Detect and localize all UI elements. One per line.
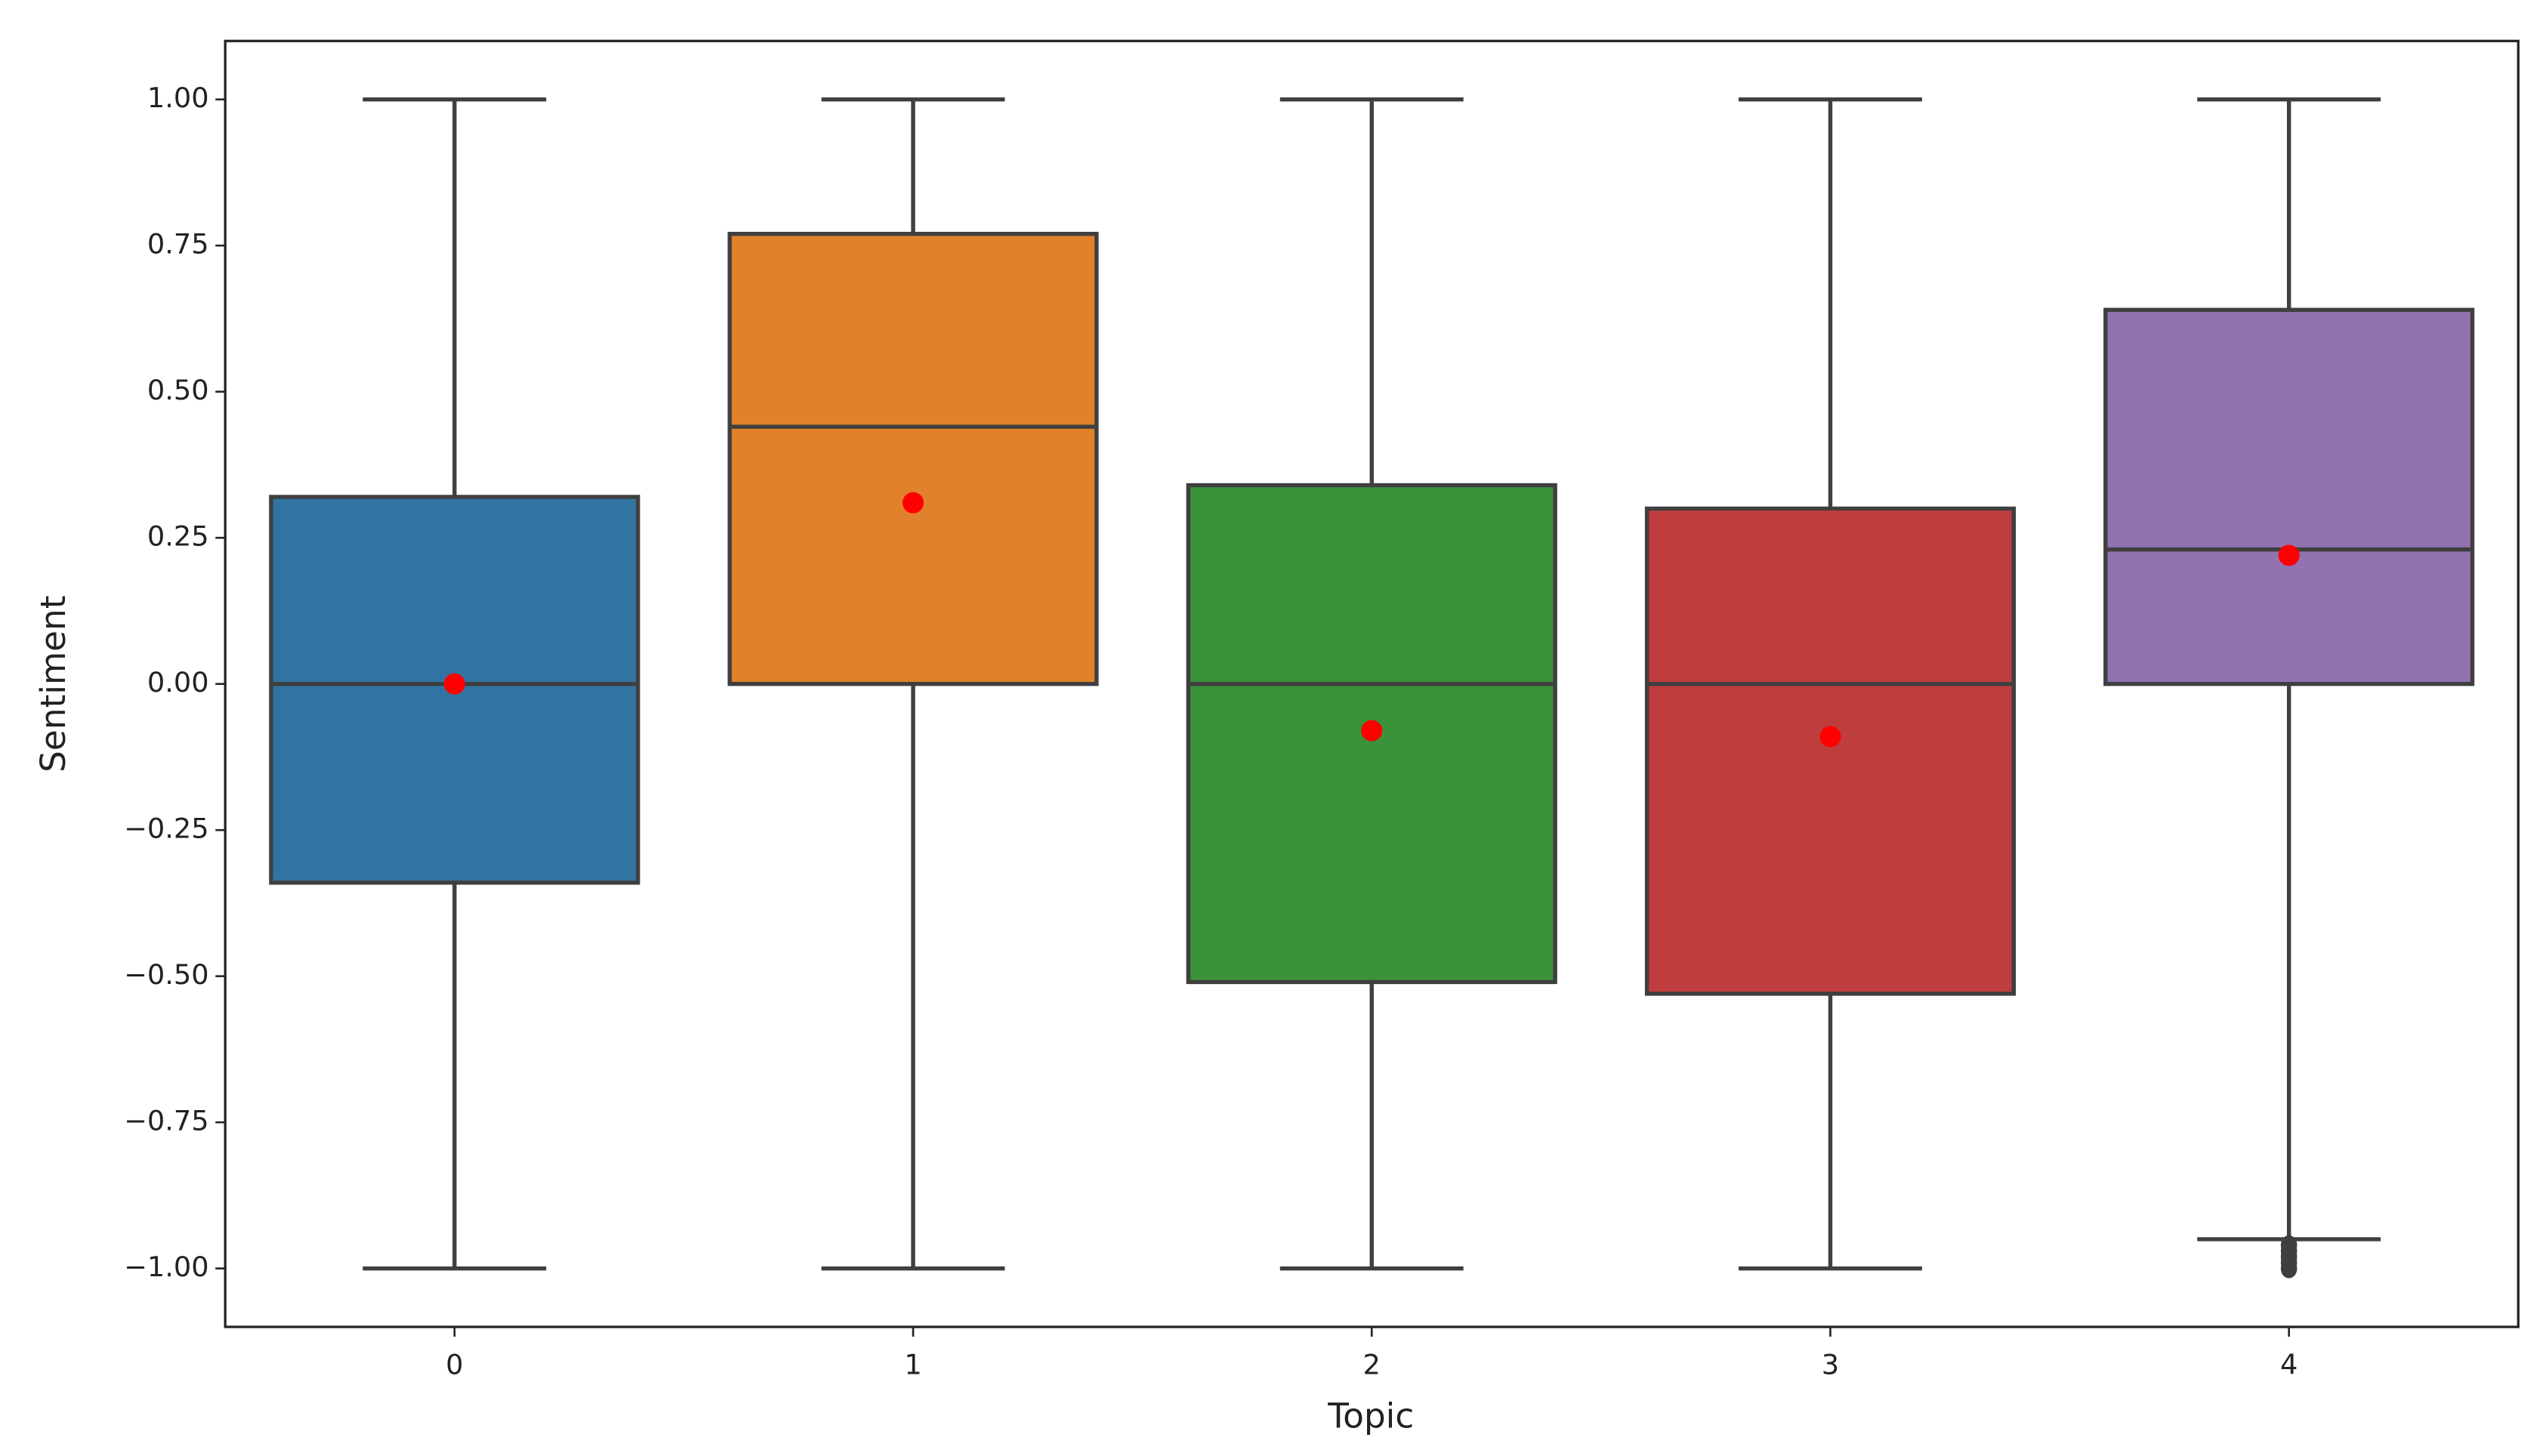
y-tick-label: −1.00 (124, 1251, 209, 1283)
x-tick-label: 2 (1363, 1348, 1381, 1380)
y-tick-label: 0.50 (147, 374, 209, 406)
x-axis-label: Topic (1327, 1396, 1414, 1436)
y-tick-label: 1.00 (147, 82, 209, 114)
y-tick-label: 0.75 (147, 228, 209, 261)
y-tick-label: −0.50 (124, 958, 209, 991)
y-tick-label: 0.00 (147, 666, 209, 699)
y-tick-label: −0.25 (124, 813, 209, 845)
x-tick-label: 0 (446, 1348, 463, 1380)
box (727, 231, 1099, 686)
mean-marker (902, 492, 924, 514)
x-tick-label: 3 (1822, 1348, 1839, 1380)
x-tick-label: 1 (904, 1348, 921, 1380)
mean-marker (443, 673, 465, 695)
box (2103, 307, 2475, 686)
box (1644, 506, 2017, 996)
y-tick-label: −0.75 (124, 1105, 209, 1137)
mean-marker (1819, 726, 1841, 748)
y-axis-label: Sentiment (33, 595, 73, 772)
y-tick-label: 0.25 (147, 520, 209, 553)
x-tick-label: 4 (2280, 1348, 2298, 1380)
mean-marker (1361, 720, 1383, 742)
mean-marker (2278, 544, 2300, 566)
outlier (2280, 1258, 2298, 1279)
